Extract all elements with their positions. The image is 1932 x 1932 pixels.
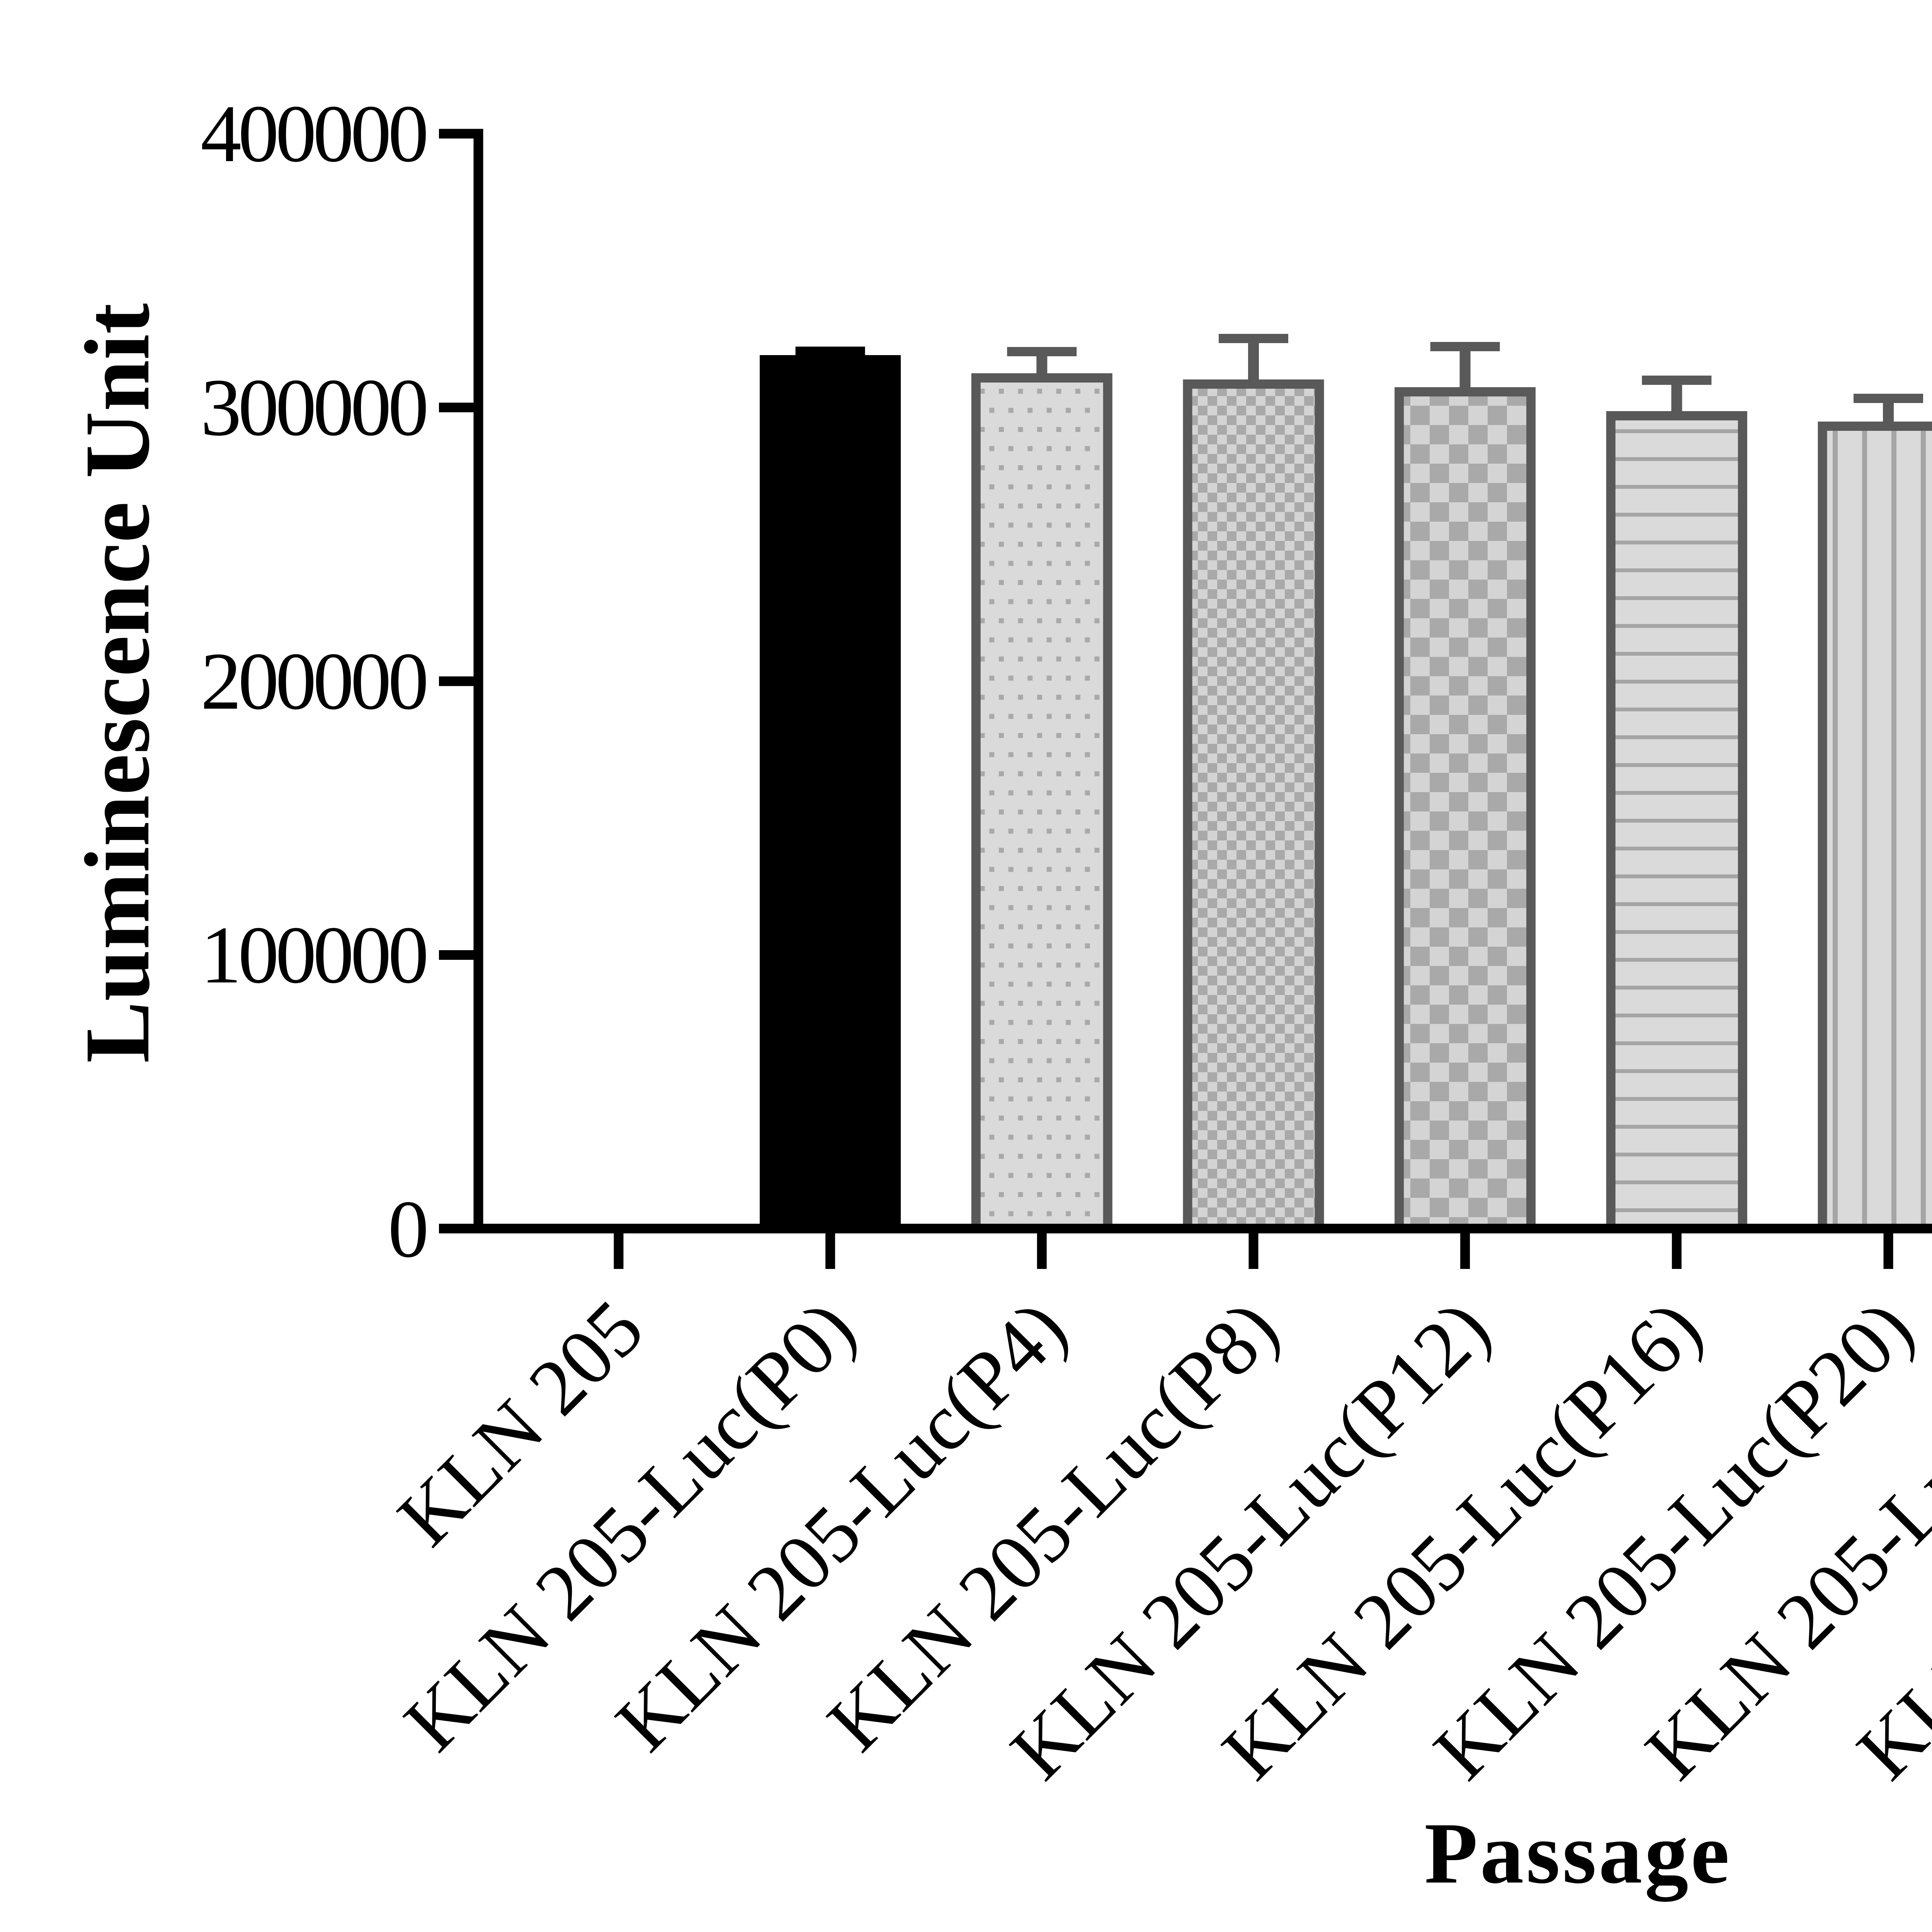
svg-text:Passage: Passage (1424, 1805, 1731, 1902)
svg-text:400000: 400000 (201, 88, 426, 179)
svg-text:100000: 100000 (201, 910, 426, 1000)
svg-text:Luminescence Unit: Luminescence Unit (66, 303, 168, 1063)
svg-text:300000: 300000 (201, 362, 426, 453)
svg-text:200000: 200000 (201, 636, 426, 726)
svg-text:0: 0 (388, 1184, 426, 1274)
